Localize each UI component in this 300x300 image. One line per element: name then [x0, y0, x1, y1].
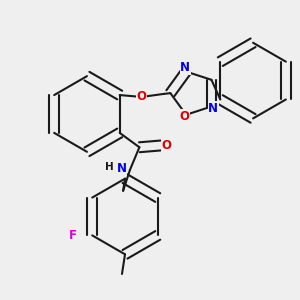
Text: N: N: [180, 61, 190, 74]
Text: H: H: [105, 162, 113, 172]
Text: N: N: [117, 162, 127, 175]
Text: N: N: [208, 102, 218, 115]
Text: O: O: [137, 91, 147, 103]
Text: F: F: [69, 229, 77, 242]
Text: O: O: [162, 139, 172, 152]
Text: O: O: [179, 110, 189, 123]
